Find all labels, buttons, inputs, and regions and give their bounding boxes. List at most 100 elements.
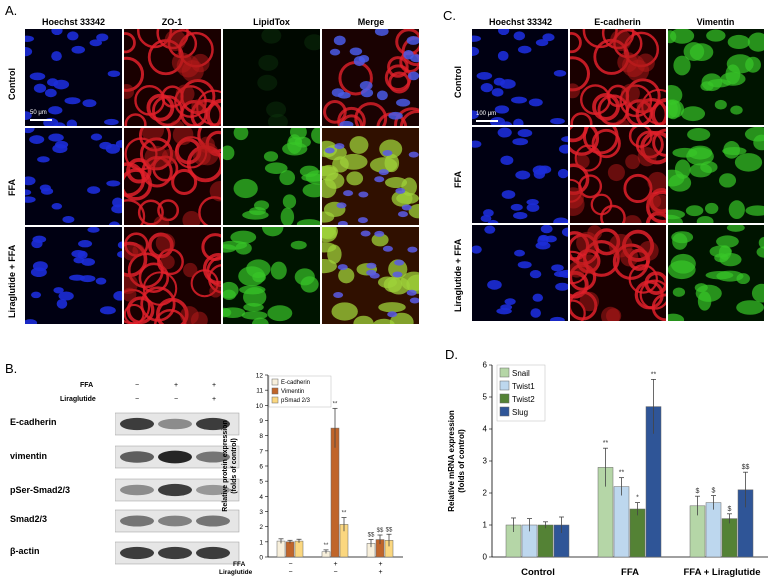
blot-band-actin-lane2 xyxy=(158,546,192,560)
blot-band-vimentin-lane3 xyxy=(196,451,230,463)
chart-d-ytick-label-6: 6 xyxy=(483,361,488,370)
panel-a-letter: A. xyxy=(5,3,18,18)
blot-band-actin-lane1 xyxy=(120,546,154,560)
panel-a-row-label-3: Liraglutide + FFA xyxy=(7,244,17,318)
chart-b-legend-label-1: Vimentin xyxy=(281,389,304,395)
chart-d-ytick-label-4: 4 xyxy=(483,425,488,434)
panel-c-image-r2-c1 xyxy=(471,126,569,224)
chart-d-ylabel-line1: Relative mRNA expression xyxy=(447,410,456,512)
lira-sign-3: + xyxy=(212,396,217,403)
ffa-sign-3: + xyxy=(212,382,217,389)
panel-a-col-header-1: Hoechst 33342 xyxy=(41,17,106,27)
chart-d-bar-twist2-1 xyxy=(629,508,646,558)
chart-b-bar-psmad23-0 xyxy=(294,540,304,558)
chart-d-category-2: FFA + Liraglutide xyxy=(684,567,761,578)
chart-d-sig-3-2: $$ xyxy=(742,464,750,471)
blot-band-smad-lane2 xyxy=(158,515,192,527)
chart-b-ytick-label-4: 4 xyxy=(259,494,263,501)
chart-d-ytick-label-5: 5 xyxy=(483,393,488,402)
chart-d-bar-twist1-1 xyxy=(613,486,630,558)
blot-label-smad: Smad2/3 xyxy=(10,514,48,524)
chart-d-ytick-label-2: 2 xyxy=(483,489,488,498)
panel-c-image-r1-c2 xyxy=(569,28,667,126)
chart-b-legend-box xyxy=(268,375,332,408)
chart-b-ytick-label-1: 1 xyxy=(259,539,263,546)
panel-a-image-r1-c4 xyxy=(321,28,420,127)
panel-c-row-label-2: FFA xyxy=(453,171,463,188)
ffa-label: FFA xyxy=(80,382,94,389)
chart-b-treatment-0-0: − xyxy=(288,561,292,568)
panel-a-col-header-2: ZO-1 xyxy=(161,17,183,27)
lira-sign-1: − xyxy=(135,396,140,403)
panel-c-scale-bar: 100 μm xyxy=(476,111,498,122)
chart-b-ytick-label-9: 9 xyxy=(259,418,263,425)
panel-a-image-r1-c2 xyxy=(123,28,222,127)
panel-c-image-r3-c3 xyxy=(667,224,765,322)
blot-band-smad-lane3 xyxy=(196,515,230,527)
chart-d-legend-label-1: Twist1 xyxy=(512,382,535,391)
panel-a-image-r3-c3 xyxy=(222,226,321,325)
panel-a-scale-bar-line xyxy=(30,119,52,121)
panel-c-col-header-3: Vimentin xyxy=(696,17,735,27)
chart-b-legend: E-cadherin Vimentin pSmad 2/3 xyxy=(268,375,332,408)
chart-d-legend-swatch-0 xyxy=(499,367,510,378)
ffa-sign-1: − xyxy=(135,382,140,389)
panel-a-image-r2-c2 xyxy=(123,127,222,226)
chart-d-sig-0-1: ** xyxy=(603,440,609,447)
chart-d-ytick-label-3: 3 xyxy=(483,457,488,466)
panel-a-image-r2-c4 xyxy=(321,127,420,226)
panel-b-letter: B. xyxy=(5,361,18,376)
chart-b-sig-1-1: ** xyxy=(333,401,338,407)
chart-b-legend-swatch-0 xyxy=(271,378,279,386)
chart-b-ytick-label-8: 8 xyxy=(259,433,263,440)
blot-band-vimentin-lane1 xyxy=(120,451,154,463)
chart-b-ylabel-line2: (folds of control) xyxy=(231,438,238,494)
chart-d-legend-label-3: Slug xyxy=(512,408,528,417)
panel-a-image-r3-c2 xyxy=(123,226,222,325)
ffa-sign-2: + xyxy=(174,382,179,389)
chart-b-sig-1-2: $$ xyxy=(377,528,384,534)
chart-b-treatment-0-2: + xyxy=(378,561,382,568)
panel-c-scale-bar-label: 100 μm xyxy=(476,111,497,117)
blot-band-vimentin-lane2 xyxy=(158,450,192,464)
panel-c-image-r3-c2 xyxy=(569,224,667,322)
blot-band-smad-lane1 xyxy=(120,515,154,527)
blot-label-vimentin: vimentin xyxy=(10,451,48,461)
chart-b-bar-vimentin-0 xyxy=(285,541,295,558)
chart-panel-d: 0 1 2 3 4 5 6 Relative mRNA expression (folds of… xyxy=(447,361,768,578)
chart-d-sig-0-2: $ xyxy=(696,488,700,495)
chart-b-legend-label-2: pSmad 2/3 xyxy=(281,398,311,404)
chart-b-ytick-label-10: 10 xyxy=(256,403,264,410)
panel-a-row-label-1: Control xyxy=(7,68,17,100)
chart-d-ylabel: Relative mRNA expression (folds of contro… xyxy=(447,410,466,512)
chart-b-ylabel: Relative protein expression (folds of con… xyxy=(222,420,238,511)
chart-d-sig-3-1: ** xyxy=(651,371,657,378)
blot-label-actin: β-actin xyxy=(10,546,40,556)
chart-b-sig-0-2: $$ xyxy=(368,533,375,539)
panel-a-image-r1-c3 xyxy=(222,28,321,127)
chart-b-treatment-1-2: + xyxy=(378,569,382,576)
panel-c-image-r3-c1 xyxy=(471,224,569,322)
panel-c-image-r1-c1 xyxy=(471,28,569,126)
panel-a-image-r1-c1 xyxy=(24,28,123,127)
chart-d-legend-swatch-3 xyxy=(499,406,510,417)
chart-d-ytick-label-1: 1 xyxy=(483,521,488,530)
chart-d-sig-2-1: * xyxy=(636,495,639,502)
panel-a-image-r3-c4 xyxy=(321,226,420,325)
blot-band-psmad-lane2 xyxy=(158,483,192,497)
panel-a-scale-bar: 50 μm xyxy=(30,110,52,121)
panel-c-col-header-1: Hoechst 33342 xyxy=(488,17,553,27)
chart-b-treatment-0-1: + xyxy=(333,561,337,568)
chart-b-ytick-label-12: 12 xyxy=(256,373,264,380)
panel-c-row-label-3: Liraglutide + FFA xyxy=(453,238,463,312)
chart-b-sig-2-1: ** xyxy=(342,511,347,517)
chart-b-ylabel-line1: Relative protein expression xyxy=(222,420,229,511)
panel-a-image-r2-c3 xyxy=(222,127,321,226)
lira-sign-2: − xyxy=(174,396,179,403)
panel-a-col-header-4: Merge xyxy=(357,17,385,27)
chart-b-treatment-label-0: FFA xyxy=(233,561,246,568)
panel-c-letter: C. xyxy=(443,8,456,23)
chart-b-legend-swatch-2 xyxy=(271,396,279,404)
chart-b-ytick-label-3: 3 xyxy=(259,509,263,516)
